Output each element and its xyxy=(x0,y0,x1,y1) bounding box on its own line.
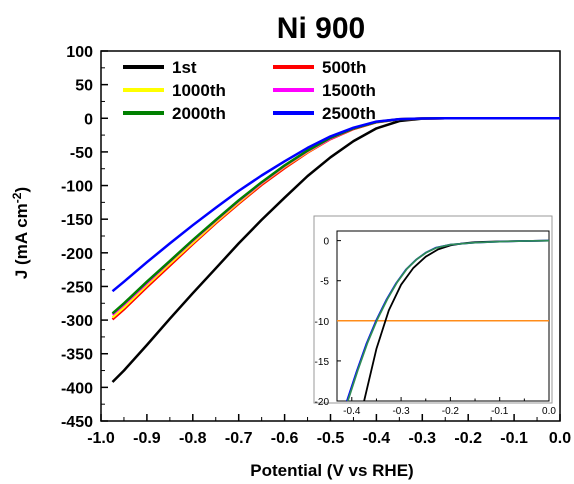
x-tick-label: -0.3 xyxy=(409,430,437,447)
y-axis-title: J (mA cm-2) xyxy=(10,187,31,279)
legend-label-1000th: 1000th xyxy=(172,81,226,100)
y-axis-title-main: J (mA cm xyxy=(12,203,31,279)
y-axis: 100 50 0 -50 -100 -150 -200 -250 -300 -350 -400 -45… xyxy=(61,44,108,431)
x-tick-label: -0.8 xyxy=(179,430,207,447)
y-tick-label: -250 xyxy=(61,279,93,296)
inset-x-tick-label: -0.2 xyxy=(442,406,460,417)
inset-x-tick-label: 0.0 xyxy=(542,406,556,417)
legend-label-2000th: 2000th xyxy=(172,104,226,123)
inset-plot-frame xyxy=(336,230,550,402)
y-tick-label: -200 xyxy=(61,246,93,263)
inset-frame xyxy=(313,215,553,404)
y-tick-label: -150 xyxy=(61,212,93,229)
y-axis-title-end: ) xyxy=(12,187,31,193)
inset-y-tick-label: -15 xyxy=(315,357,330,368)
x-tick-label: -0.9 xyxy=(133,430,161,447)
inset-series-line-green-overlay xyxy=(346,239,550,402)
legend-label-2500th: 2500th xyxy=(322,104,376,123)
inset-x-tick-label: -0.3 xyxy=(392,406,410,417)
inset-x-tick-label: -0.1 xyxy=(491,406,509,417)
inset-y-tick-label: -20 xyxy=(315,397,330,408)
series-line-2500th xyxy=(111,117,560,293)
x-tick-label: -1.0 xyxy=(87,430,115,447)
x-axis-title: Potential (V vs RHE) xyxy=(250,461,413,480)
legend-label-1500th: 1500th xyxy=(322,81,376,100)
y-tick-label: 100 xyxy=(66,44,93,61)
inset-series-layer xyxy=(337,239,550,402)
x-tick-label: -0.6 xyxy=(271,430,299,447)
y-tick-label: -100 xyxy=(61,179,93,196)
x-tick-label: 0.0 xyxy=(549,430,571,447)
y-tick-label: -450 xyxy=(61,414,93,431)
inset-x-tick-label: -0.4 xyxy=(343,406,361,417)
y-tick-label: 50 xyxy=(75,78,93,95)
y-tick-label: -400 xyxy=(61,380,93,397)
y-tick-label: -50 xyxy=(70,145,93,162)
x-tick-label: -0.1 xyxy=(500,430,528,447)
legend-label-1st: 1st xyxy=(172,58,197,77)
x-tick-label: -0.7 xyxy=(225,430,253,447)
y-axis-title-superscript: -2 xyxy=(10,192,24,203)
inset-chart: -0.4 -0.3 -0.2 -0.1 0.0 0 -5 -10 -15 -20 xyxy=(313,215,557,417)
inset-y-tick-label: -10 xyxy=(315,317,330,328)
y-tick-label: -300 xyxy=(61,313,93,330)
chart-title: Ni 900 xyxy=(277,12,365,45)
x-tick-label: -0.5 xyxy=(317,430,345,447)
legend-label-500th: 500th xyxy=(322,58,366,77)
y-tick-label: 0 xyxy=(84,111,93,128)
x-axis: -1.0 -0.9 -0.8 -0.7 -0.6 -0.5 -0.4 -0.3 -0.2 -0.1… xyxy=(87,414,571,447)
inset-y-tick-label: -5 xyxy=(320,277,329,288)
inset-y-tick-label: 0 xyxy=(323,237,329,248)
series-layer xyxy=(111,117,560,383)
inset-axes: -0.4 -0.3 -0.2 -0.1 0.0 0 -5 -10 -15 -20 xyxy=(315,237,557,417)
x-tick-label: -0.2 xyxy=(454,430,482,447)
y-tick-label: -350 xyxy=(61,347,93,364)
x-tick-label: -0.4 xyxy=(363,430,391,447)
legend: 1st 500th 1000th 1500th 2000th 2500th xyxy=(123,58,376,123)
